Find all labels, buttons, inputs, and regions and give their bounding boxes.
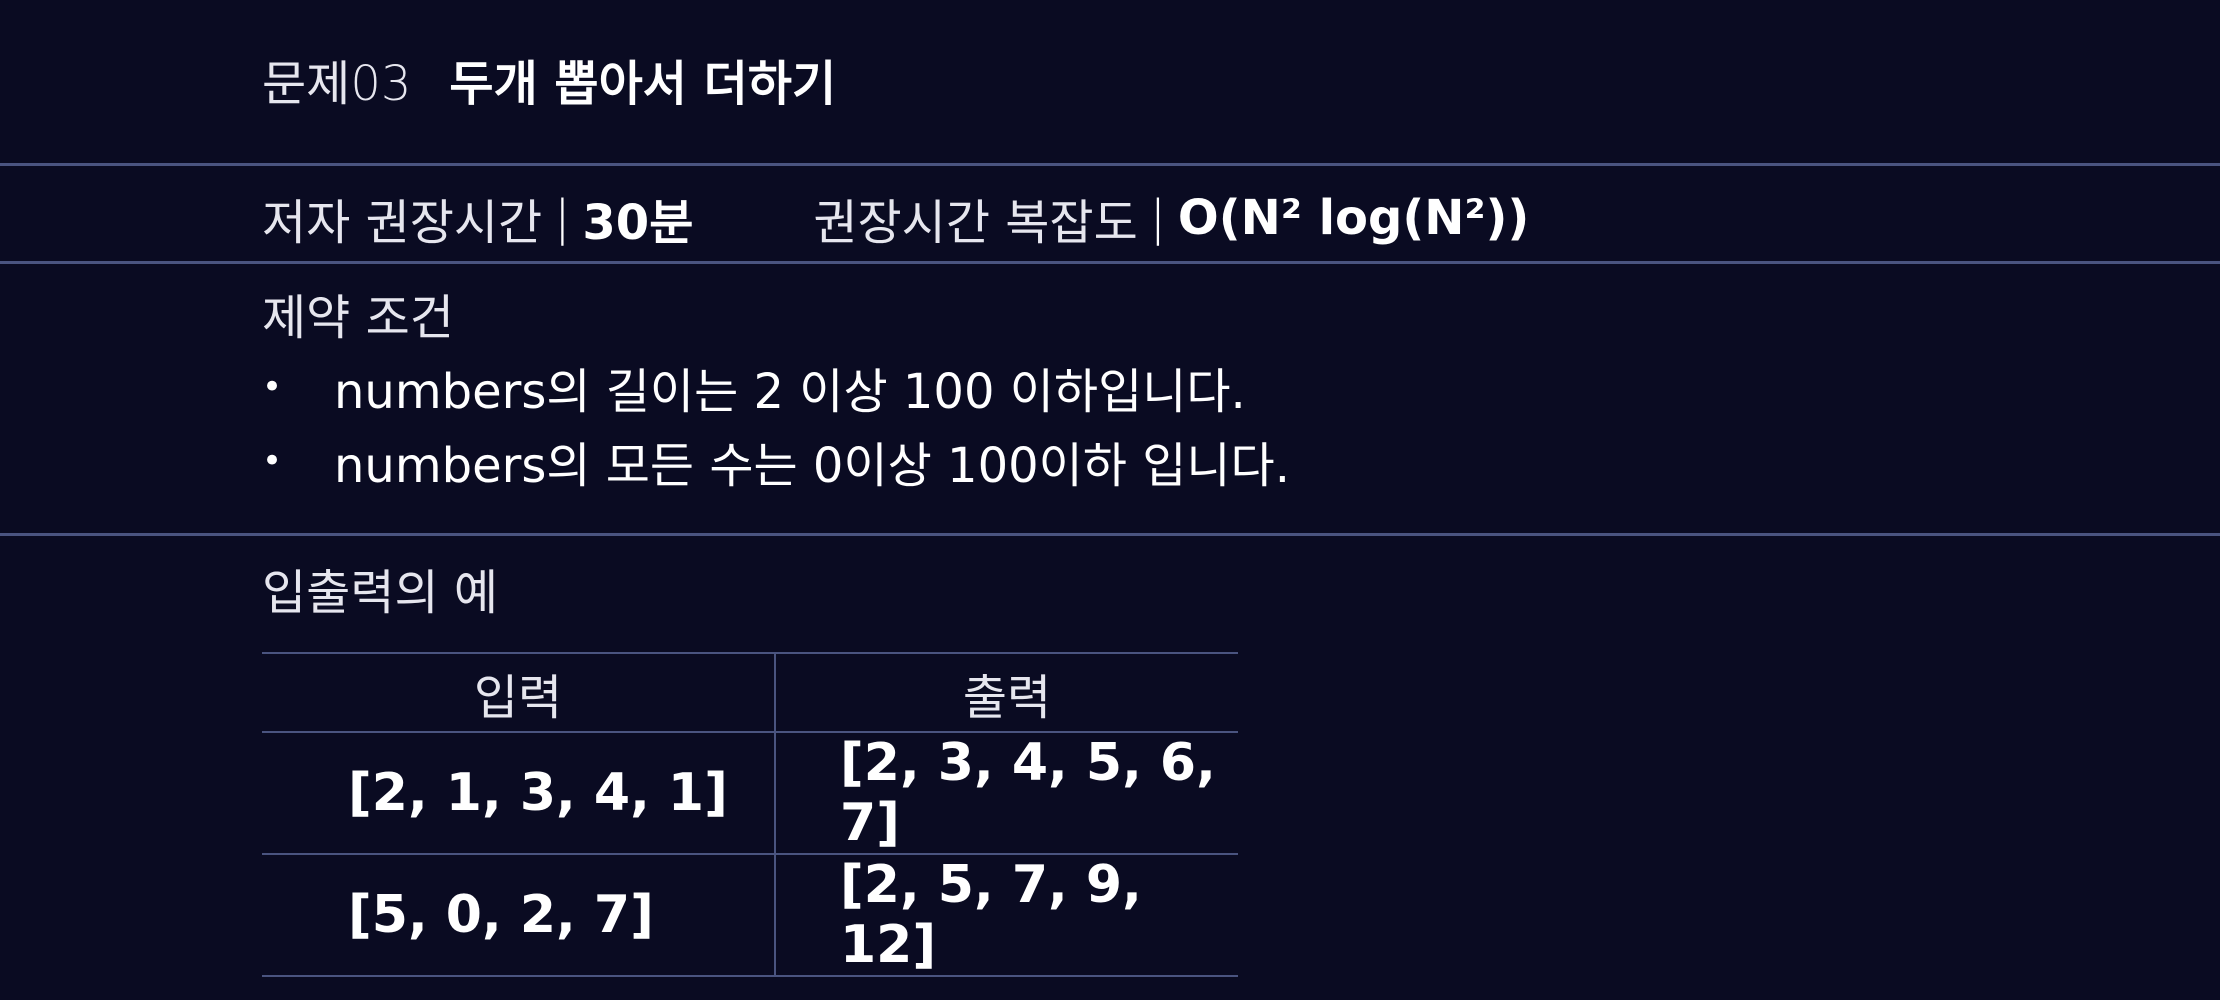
meta-row: 저자 권장시간 | 30분 권장시간 복잡도 | O(N² log(N²)) — [262, 186, 1530, 251]
problem-number: 문제03 — [262, 56, 412, 112]
input-cell: [5, 0, 2, 7] — [262, 853, 776, 977]
bullet-icon: • — [262, 441, 283, 481]
constraint-text: numbers의 길이는 2 이상 100 이하입니다. — [334, 364, 1246, 420]
problem-title: 두개 뽑아서 더하기 — [449, 56, 837, 112]
complexity-label: 권장시간 복잡도 — [813, 195, 1138, 251]
output-cell: [2, 5, 7, 9, 12] — [775, 853, 1238, 977]
constraints-list: • numbers의 길이는 2 이상 100 이하입니다. • numbers… — [262, 350, 1290, 498]
column-header-input: 입력 — [262, 652, 776, 733]
constraints-heading: 제약 조건 — [262, 290, 454, 346]
column-header-output: 출력 — [775, 652, 1238, 733]
divider — [0, 533, 2220, 536]
list-item: • numbers의 모든 수는 0이상 100이하 입니다. — [262, 424, 1290, 498]
separator: | — [554, 190, 571, 246]
divider — [0, 163, 2220, 166]
bullet-icon: • — [262, 367, 283, 407]
problem-title-row: 문제03 두개 뽑아서 더하기 — [262, 44, 836, 114]
complexity-value: O(N² log(N²)) — [1177, 190, 1530, 246]
output-cell: [2, 3, 4, 5, 6, 7] — [775, 731, 1238, 855]
table-header-row: 입력 출력 — [262, 652, 1238, 733]
table-row: [2, 1, 3, 4, 1] [2, 3, 4, 5, 6, 7] — [262, 731, 1238, 855]
author-time-label: 저자 권장시간 — [262, 195, 543, 251]
io-example-table: 입력 출력 [2, 1, 3, 4, 1] [2, 3, 4, 5, 6, 7]… — [262, 652, 1238, 977]
author-time-value: 30분 — [582, 195, 694, 251]
examples-heading: 입출력의 예 — [262, 565, 499, 621]
separator: | — [1149, 190, 1166, 246]
table-row: [5, 0, 2, 7] [2, 5, 7, 9, 12] — [262, 853, 1238, 977]
list-item: • numbers의 길이는 2 이상 100 이하입니다. — [262, 350, 1290, 424]
divider — [0, 261, 2220, 264]
input-cell: [2, 1, 3, 4, 1] — [262, 731, 776, 855]
constraint-text: numbers의 모든 수는 0이상 100이하 입니다. — [334, 438, 1290, 494]
